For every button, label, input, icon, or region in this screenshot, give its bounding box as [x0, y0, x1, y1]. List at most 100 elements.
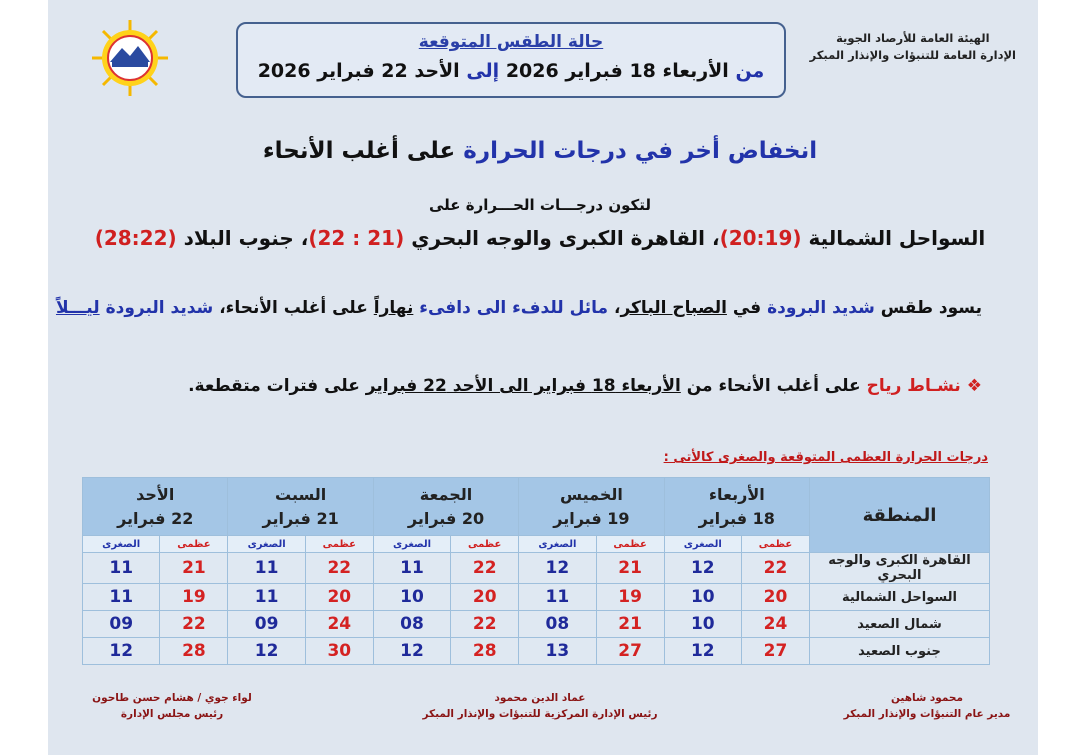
- day-date: 20 فبراير: [407, 508, 485, 528]
- org-line-2: الإدارة العامة للتنبؤات والإنذار المبكر: [809, 48, 1016, 62]
- max-label: عظمى: [595, 535, 665, 553]
- max-temp: 22: [159, 610, 229, 638]
- period-start: الأربعاء 18 فبراير 2026: [505, 60, 729, 82]
- text: في: [726, 298, 768, 318]
- max-temp: 22: [304, 552, 374, 584]
- text: نشـاط رياح: [866, 376, 961, 396]
- day-name: الأربعاء: [708, 484, 765, 504]
- min-temp: 11: [81, 552, 161, 584]
- min-temp: 11: [372, 552, 452, 584]
- max-temp: 22: [740, 552, 811, 584]
- min-label: الصغرى: [227, 535, 306, 553]
- bulletin-title: حالة الطقس المتوقعة: [418, 32, 604, 52]
- max-temp: 20: [450, 583, 520, 611]
- day-name: الخميس: [559, 484, 623, 504]
- min-label: الصغرى: [663, 535, 742, 553]
- day-header: السبت 21 فبراير: [227, 477, 374, 536]
- max-temp: 22: [450, 552, 520, 584]
- min-temp: 09: [81, 610, 161, 638]
- text: على أغلب الأنحاء من: [680, 376, 867, 396]
- period-end: الأحد 22 فبراير 2026: [257, 60, 460, 82]
- wind-notice: ❖ نشـاط رياح على أغلب الأنحاء من الأربعا…: [188, 376, 982, 396]
- day-date: 22 فبراير: [117, 508, 194, 528]
- range-label: السواحل الشمالية: [808, 226, 986, 250]
- table-caption: درجات الحرارة العظمى المتوقعة والصغرى كا…: [663, 450, 988, 465]
- max-label: عظمى: [450, 535, 520, 553]
- day-header: الخميس 19 فبراير: [518, 477, 665, 536]
- signatory-name: محمود شاهين: [890, 692, 964, 704]
- signature-1: محمود شاهين مدير عام التنبؤات والإنذار ا…: [822, 690, 1032, 722]
- max-temp: 20: [304, 583, 374, 611]
- text: الأربعاء 18 فبراير الى الأحد 22 فبراير: [365, 376, 681, 396]
- max-temp: 19: [595, 583, 665, 611]
- max-temp: 21: [159, 552, 229, 584]
- text: على أغلب الأنحاء،: [213, 298, 374, 318]
- max-temp: 24: [740, 610, 811, 638]
- bullet-icon: ❖: [966, 376, 982, 396]
- text: ليـــلاً: [55, 298, 100, 318]
- day-name: الجمعة: [419, 484, 473, 504]
- min-temp: 11: [81, 583, 161, 611]
- day-name: الأحد: [136, 484, 175, 504]
- min-temp: 13: [518, 637, 597, 665]
- min-temp: 10: [663, 583, 742, 611]
- range-value: (28:22): [94, 226, 177, 250]
- range-value: (21 : 22): [308, 226, 405, 250]
- min-temp: 11: [227, 583, 306, 611]
- min-temp: 12: [81, 637, 161, 665]
- day-header: الأحد 22 فبراير: [81, 477, 229, 536]
- range-label: ، القاهرة الكبرى والوجه البحري: [411, 226, 720, 250]
- min-temp: 12: [663, 552, 742, 584]
- day-date: 19 فبراير: [553, 508, 630, 528]
- region-name: شمال الصعيد: [809, 610, 990, 638]
- min-temp: 08: [518, 610, 597, 638]
- day-header: الجمعة 20 فبراير: [372, 477, 520, 536]
- temperature-table: المنطقة الأربعاء 18 فبراير الخميس 19 فبراير…: [81, 477, 990, 665]
- org-line-1: الهيئة العامة للأرصاد الجوية: [836, 31, 990, 45]
- signatory-name: عماد الدين محمود: [494, 692, 586, 704]
- region-header: المنطقة: [809, 477, 990, 553]
- region-name: السواحل الشمالية: [809, 583, 990, 611]
- headline: انخفاض أخر في درجات الحرارة على أغلب الأ…: [0, 138, 1080, 164]
- period-from: من: [735, 60, 765, 82]
- region-name: القاهرة الكبرى والوجه البحري: [809, 552, 990, 584]
- signatory-title: رئيس الإدارة المركزية للتنبؤات والإنذار …: [422, 708, 658, 720]
- text: شديد البرودة: [105, 298, 214, 318]
- text: نهاراً: [373, 298, 414, 318]
- text: يسود طقس: [874, 298, 982, 318]
- max-label: عظمى: [740, 535, 811, 553]
- period-to: إلى: [466, 60, 500, 82]
- max-label: عظمى: [304, 535, 374, 553]
- temperature-ranges: السواحل الشمالية (20:19)، القاهرة الكبرى…: [0, 226, 1080, 250]
- min-temp: 12: [663, 637, 742, 665]
- max-temp: 19: [159, 583, 229, 611]
- region-name: جنوب الصعيد: [809, 637, 990, 665]
- signatory-name: لواء جوي / هشام حسن طاحون: [92, 692, 252, 704]
- range-value: (20:19): [719, 226, 802, 250]
- day-name: السبت: [275, 484, 327, 504]
- signature-3: لواء جوي / هشام حسن طاحون رئيس مجلس الإد…: [82, 690, 262, 722]
- min-temp: 12: [372, 637, 452, 665]
- table-row: السواحل الشمالية 20 10 19 11 20 10 20 11 19 11: [81, 583, 990, 611]
- min-label: الصغرى: [372, 535, 452, 553]
- range-label: ، جنوب البلاد: [183, 226, 309, 250]
- meteorological-authority-logo: [92, 20, 168, 96]
- weather-description: يسود طقس شديد البرودة في الصباح الباكر، …: [56, 298, 982, 318]
- max-temp: 30: [304, 637, 374, 665]
- max-label: عظمى: [159, 535, 229, 553]
- max-temp: 28: [450, 637, 520, 665]
- min-temp: 09: [227, 610, 306, 638]
- text: على فترات متقطعة.: [188, 376, 366, 396]
- table-row: جنوب الصعيد 27 12 27 13 28 12 30 12 28 12: [81, 637, 990, 665]
- max-temp: 24: [304, 610, 374, 638]
- signatory-title: مدير عام التنبؤات والإنذار المبكر: [843, 708, 1011, 720]
- table-row: شمال الصعيد 24 10 21 08 22 08 24 09 22 09: [81, 610, 990, 638]
- organization-name: الهيئة العامة للأرصاد الجوية الإدارة الع…: [810, 30, 1016, 64]
- min-temp: 11: [227, 552, 306, 584]
- min-temp: 10: [372, 583, 452, 611]
- signature-2: عماد الدين محمود رئيس الإدارة المركزية ل…: [390, 690, 690, 722]
- intro-text: لتكون درجـــات الحـــرارة على: [428, 196, 652, 214]
- max-temp: 20: [740, 583, 811, 611]
- title-box: حالة الطقس المتوقعة من الأربعاء 18 فبراي…: [236, 22, 786, 98]
- max-temp: 27: [595, 637, 665, 665]
